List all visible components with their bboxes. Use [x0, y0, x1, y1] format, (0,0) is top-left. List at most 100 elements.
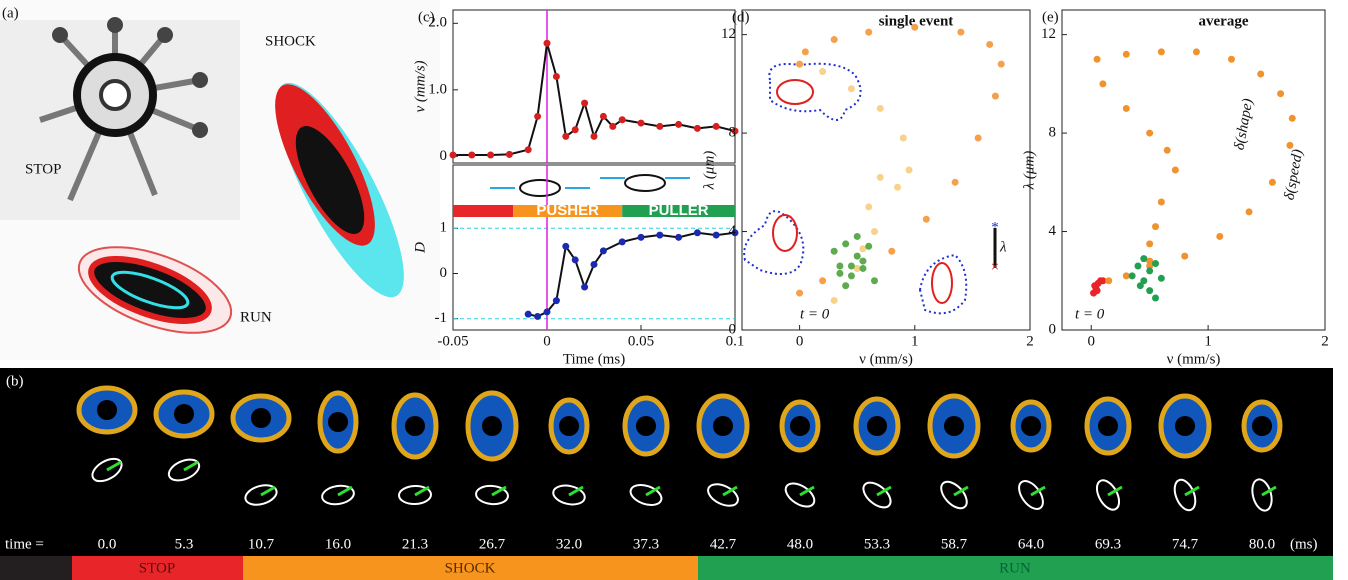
data-point — [899, 134, 907, 142]
data-point — [712, 122, 720, 130]
plot-frame — [1061, 9, 1326, 331]
data-point — [865, 203, 873, 211]
data-point — [468, 151, 476, 159]
data-point — [974, 134, 982, 142]
phase-bar — [698, 556, 1333, 580]
annotation: δ(speed) — [1282, 148, 1307, 201]
orientation-arrow — [799, 485, 815, 497]
y-tick-label: 0 — [440, 148, 448, 164]
data-point — [1093, 55, 1101, 63]
panel-a-image — [0, 0, 440, 360]
data-point — [1157, 274, 1165, 282]
x-tick-label: 0 — [543, 333, 551, 349]
orientation-arrow — [568, 485, 584, 497]
cell-outline — [174, 404, 194, 424]
orientation-ellipse — [244, 484, 278, 506]
annotation: λ — [999, 239, 1007, 255]
data-point — [618, 238, 626, 246]
time-unit: (ms) — [1290, 536, 1318, 552]
orientation-ellipse — [167, 458, 201, 482]
y-tick-label: 12 — [1041, 26, 1056, 42]
time-value: 37.3 — [633, 536, 659, 552]
data-point — [1157, 48, 1165, 56]
y-tick-label: 8 — [729, 125, 737, 141]
time-label: time = — [5, 536, 44, 552]
phase-segment — [453, 205, 514, 217]
data-point — [1216, 232, 1224, 240]
time-value: 58.7 — [941, 536, 968, 552]
phase-bar — [72, 556, 243, 580]
y-tick-label: 1.0 — [428, 81, 447, 97]
svg-text:×: × — [991, 259, 999, 275]
time-value: 42.7 — [710, 536, 737, 552]
data-point — [609, 122, 617, 130]
data-point — [1128, 272, 1136, 280]
y-tick-label: 0 — [729, 321, 737, 337]
y-axis-label: λ (μm) — [701, 151, 717, 191]
data-point — [590, 260, 598, 268]
data-point — [552, 297, 560, 305]
orientation-ellipse — [629, 484, 663, 506]
data-point — [712, 231, 720, 239]
data-point — [997, 60, 1005, 68]
data-point — [1122, 104, 1130, 112]
cell-outline — [97, 400, 117, 420]
orientation-arrow — [1261, 485, 1277, 497]
data-point — [1257, 70, 1265, 78]
data-point — [656, 122, 664, 130]
data-point — [922, 215, 930, 223]
time-value: 5.3 — [175, 536, 194, 552]
data-point — [1152, 260, 1160, 268]
phase-segment — [622, 205, 735, 217]
orientation-ellipse — [321, 484, 355, 506]
cell-outline — [636, 416, 656, 436]
data-point — [449, 151, 457, 159]
data-point — [876, 173, 884, 181]
x-axis-label: ν (mm/s) — [1167, 351, 1221, 367]
data-point — [847, 85, 855, 93]
orientation-arrow — [953, 485, 969, 497]
data-point — [675, 233, 683, 241]
data-point — [524, 146, 532, 154]
time-value: 16.0 — [325, 536, 351, 552]
panel-label: (b) — [6, 373, 24, 389]
time-value: 32.0 — [556, 536, 582, 552]
orientation-arrow — [337, 485, 353, 497]
data-point — [543, 39, 551, 47]
data-point — [1091, 282, 1099, 290]
data-point — [543, 308, 551, 316]
data-point — [637, 119, 645, 127]
data-point — [581, 283, 589, 291]
phase-bar — [0, 556, 72, 580]
data-point — [847, 272, 855, 280]
plot-frame — [452, 164, 736, 331]
data-point — [1157, 198, 1165, 206]
y-axis-label: λ (μm) — [1021, 151, 1037, 191]
y-tick-label: 4 — [729, 223, 737, 239]
orientation-ellipse — [707, 483, 739, 507]
plot-frame — [452, 9, 736, 164]
data-point — [842, 282, 850, 290]
data-point — [847, 262, 855, 270]
chart-title: single event — [879, 13, 954, 29]
cell-label: STOP — [25, 161, 61, 177]
orientation-ellipse — [784, 482, 816, 508]
orientation-arrow — [491, 485, 507, 497]
orientation-ellipse — [862, 481, 892, 509]
swimmer-icons — [490, 174, 690, 197]
data-point — [1136, 282, 1144, 290]
orientation-arrow — [260, 485, 276, 497]
data-point — [581, 99, 589, 107]
x-tick-label: 0 — [796, 333, 804, 349]
cell-label: RUN — [240, 309, 272, 325]
data-point — [870, 277, 878, 285]
panel-label: (d) — [732, 9, 750, 25]
data-point — [571, 256, 579, 264]
cell-outline — [1175, 416, 1195, 436]
data-point — [842, 240, 850, 248]
orientation-arrow — [106, 460, 122, 472]
data-point — [991, 92, 999, 100]
data-point — [1122, 272, 1130, 280]
phase-bar — [243, 556, 698, 580]
